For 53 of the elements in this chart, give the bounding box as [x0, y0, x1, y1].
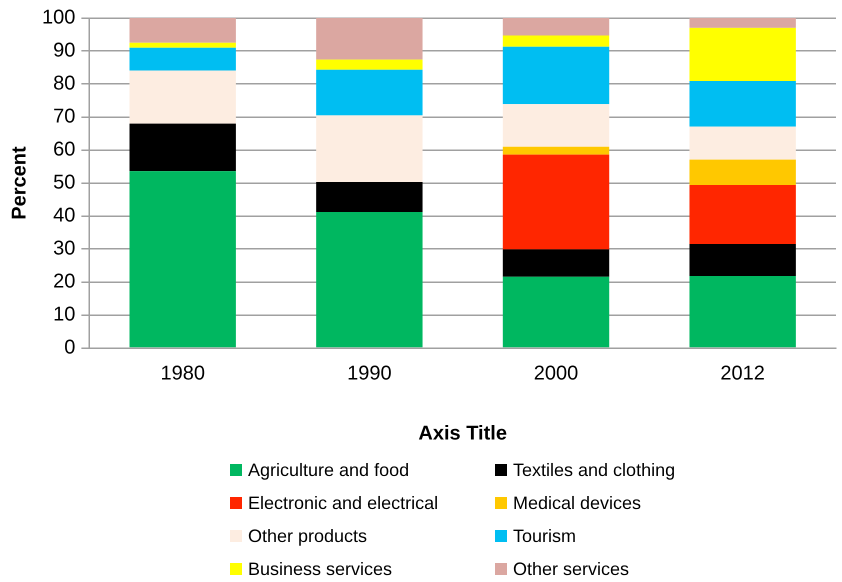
- x-tick-label: 2000: [534, 362, 578, 385]
- bar: [689, 160, 796, 185]
- bar: [502, 18, 610, 36]
- bar: [316, 18, 423, 60]
- legend-label: Other services: [513, 558, 630, 580]
- bar: [130, 171, 236, 348]
- y-tick-label: 80: [53, 72, 76, 95]
- legend-label: Electronic and electrical: [248, 492, 438, 514]
- legend-label: Textiles and clothing: [513, 460, 676, 480]
- legend-label: Tourism: [513, 526, 576, 546]
- y-tick-label: 30: [53, 238, 76, 260]
- x-tick-label: 2012: [720, 362, 765, 385]
- bar: [689, 276, 796, 348]
- y-tick-label: 70: [53, 106, 76, 128]
- bar: [502, 46, 610, 104]
- bar: [316, 182, 423, 212]
- bar: [689, 81, 796, 127]
- bar: [502, 35, 610, 47]
- x-tick-label: 1990: [347, 362, 392, 385]
- y-tick-label: 60: [53, 138, 76, 161]
- bar: [689, 28, 796, 82]
- y-tick-label: 90: [53, 40, 76, 62]
- bar: [689, 18, 796, 28]
- bar: [130, 18, 236, 43]
- bar: [689, 184, 796, 244]
- bar: [689, 244, 796, 276]
- y-tick-label: 100: [42, 6, 76, 29]
- y-axis-title: Percent: [8, 146, 31, 220]
- y-tick-label: 10: [53, 304, 76, 326]
- bar: [502, 104, 610, 147]
- legend-label: Business services: [248, 558, 392, 580]
- legend-label: Other products: [248, 526, 368, 546]
- bar: [502, 146, 610, 155]
- legend-label: Medical devices: [513, 492, 642, 514]
- y-tick-label: 0: [64, 336, 76, 359]
- bar: [130, 124, 236, 172]
- bar: [316, 212, 423, 348]
- bar: [130, 42, 236, 48]
- legend-label: Agriculture and food: [248, 460, 410, 480]
- bar: [316, 115, 423, 182]
- y-tick-label: 40: [53, 204, 76, 227]
- bar: [316, 60, 423, 70]
- bar: [689, 126, 796, 160]
- bar: [502, 276, 610, 348]
- bar: [130, 70, 236, 124]
- y-tick-label: 20: [53, 270, 76, 293]
- bar: [316, 70, 423, 116]
- y-tick-label: 50: [53, 172, 76, 194]
- bar: [130, 48, 236, 70]
- x-tick-label: 1980: [160, 362, 205, 385]
- bar: [502, 249, 610, 277]
- x-axis-title: Axis Title: [418, 422, 507, 445]
- bar: [502, 154, 610, 250]
